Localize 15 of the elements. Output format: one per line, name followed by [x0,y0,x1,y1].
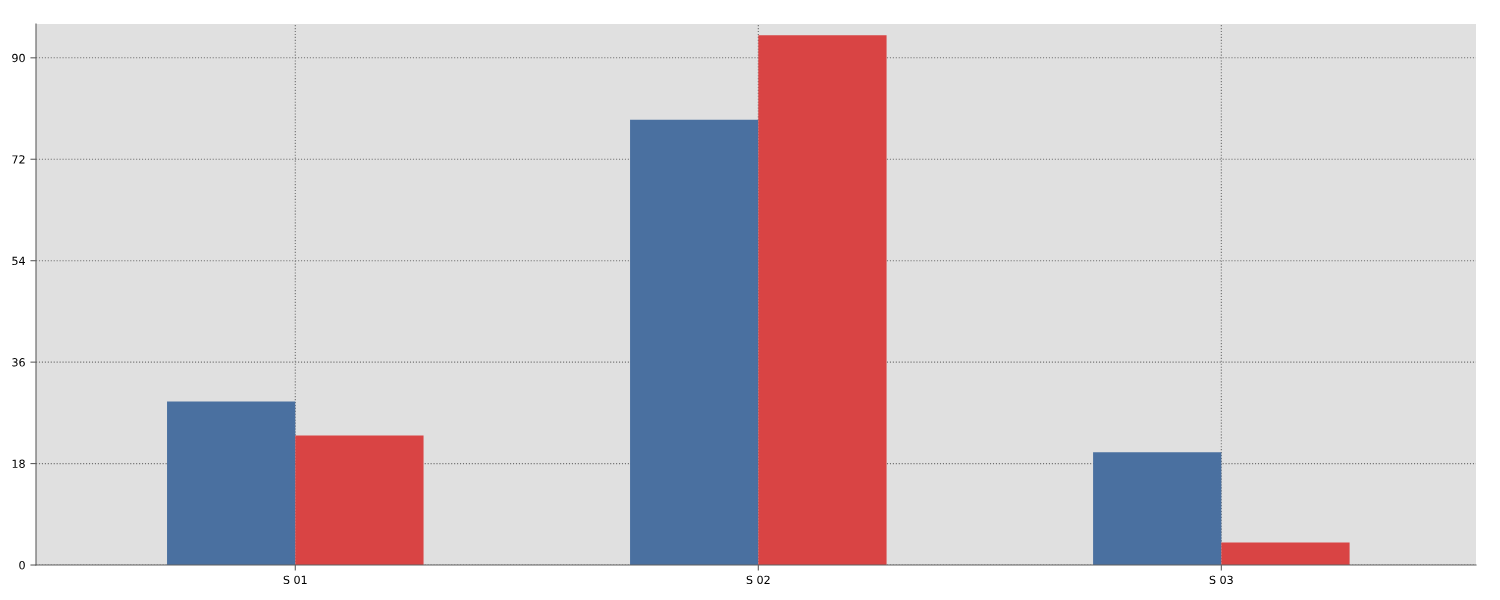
x-tick-label: S 03 [1209,575,1233,585]
y-tick-label: 0 [19,560,25,570]
y-tick-label: 36 [12,358,25,367]
x-tick-label: S 02 [746,575,770,585]
bar [1221,542,1350,566]
y-tick-label: 54 [12,256,25,266]
x-tick-label: S 01 [283,575,307,585]
bar [167,401,296,566]
bar [630,119,759,566]
y-tick-label: 18 [12,459,25,468]
bar [295,435,424,566]
bar [758,35,887,566]
y-tick-label: 90 [12,53,25,63]
bar [1093,452,1222,566]
y-tick-label: 72 [12,155,25,164]
